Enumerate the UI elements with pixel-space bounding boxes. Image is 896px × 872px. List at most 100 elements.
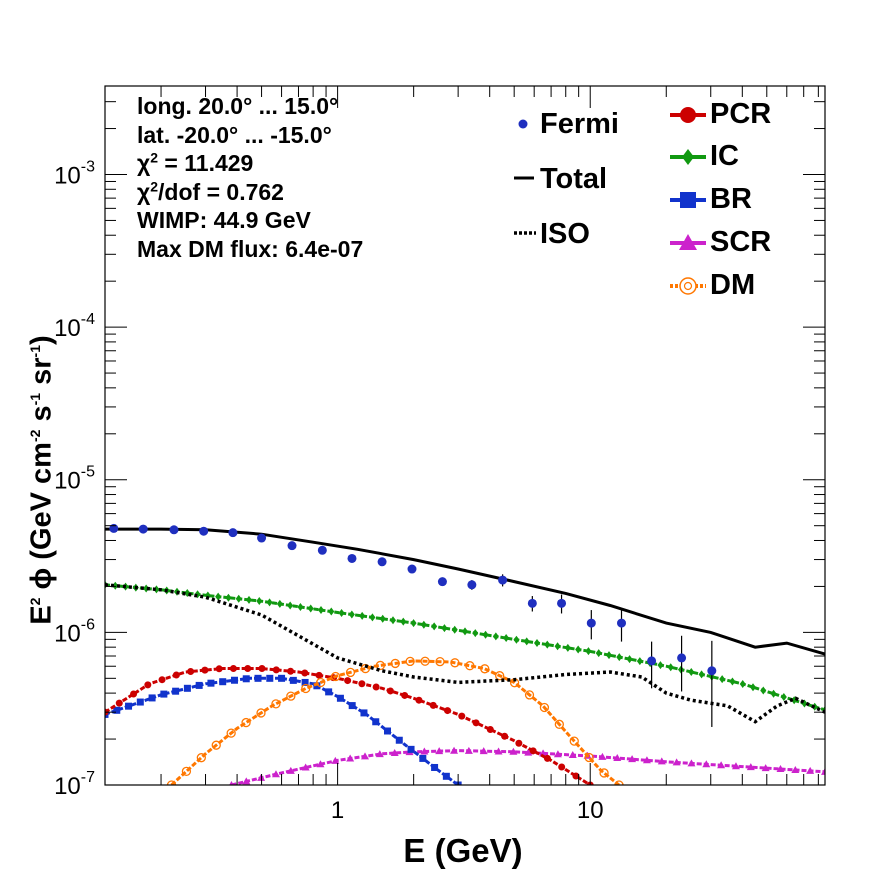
scr-point [598,752,607,760]
scr-point [717,761,726,769]
y-tick-label: 10-3 [54,158,95,189]
br-point [313,682,321,690]
scr-point [271,770,280,778]
ic-point [338,609,345,618]
br-point [125,702,133,710]
pcr-point [287,667,295,675]
br-point [148,694,156,702]
ic-point [688,668,695,677]
legend-marker [680,107,696,123]
scr-point [539,749,548,757]
ic-point [554,642,561,651]
br-point [384,727,392,735]
scr-point [390,749,399,757]
dm-line [170,659,620,785]
fermi-point [467,580,477,590]
scr-point [242,777,251,785]
ic-point [729,677,736,686]
ic-point [451,625,458,634]
pcr-point [244,664,252,672]
br-point [172,687,180,695]
scr-point [361,752,370,760]
ic-line [105,583,825,712]
scr-point [761,764,770,772]
dm-point [181,766,192,776]
ic-point [534,638,540,647]
ic-point [297,602,304,611]
scr-point [420,747,429,755]
pcr-point [144,681,152,689]
scr-point [346,754,355,762]
scr-point [524,748,533,756]
fermi-point [498,575,508,585]
ic-point [390,616,396,625]
dm-point [271,699,281,709]
pcr-point [543,754,551,762]
pcr-point [558,763,566,771]
dm-point [226,728,236,738]
br-point [266,674,274,682]
legend-iso-label: ISO [540,218,590,250]
dm-point [375,660,385,671]
legend-br-label: BR [710,183,752,215]
ic-point [462,627,468,636]
ic-point [225,593,232,602]
fit-info-block: long. 20.0° ... 15.0° lat. -20.0° ... -1… [137,92,363,263]
br-point [230,676,238,684]
br-point [301,678,309,686]
chi2-line: χ2 = 11.429 [137,149,363,178]
pcr-point [458,712,466,720]
ic-point [760,686,767,695]
pcr-point [572,772,580,780]
scr-point [687,759,696,767]
dm-point [301,683,311,694]
pcr-point [201,666,209,674]
chi2dof-value: /dof = 0.762 [158,178,284,205]
ic-point [246,595,252,604]
scr-point [301,763,310,771]
scr-point [776,765,785,773]
ic-point [112,581,119,590]
pcr-point [187,668,195,676]
scr-point [316,760,325,768]
wimp-mass: WIMP: 44.9 GeV [137,207,311,233]
ic-point [595,649,602,658]
y-tick-label: 10-6 [54,616,95,647]
ic-point [616,653,623,662]
ic-point [698,670,705,679]
legend-dm-label: DM [710,269,756,301]
scr-point [568,750,577,758]
dm-point [524,690,535,700]
dm-point [256,708,266,718]
scr-point [821,767,825,775]
ic-point [564,643,571,652]
ic-point [585,647,592,656]
br-point [207,679,215,687]
dm-point [316,677,326,688]
dm-point [450,658,460,668]
dm-point [286,691,296,701]
ic-point [369,613,376,622]
legend-scr-label: SCR [710,226,772,258]
ic-point [657,661,664,670]
dm-point [241,717,251,728]
ic-point [318,606,324,615]
scr-point [494,747,503,755]
ic-point [359,611,366,620]
br-point [254,674,262,682]
dm-point [390,658,400,669]
legend-pcr-label: PCR [710,98,772,130]
legend-marker [679,234,697,250]
scr-point [672,758,681,766]
pcr-point [529,747,537,755]
scr-point [746,763,755,771]
br-point [136,698,144,706]
pcr-point [315,671,323,679]
scr-point [791,765,800,773]
pcr-point [401,691,409,699]
ic-point [348,610,355,619]
dm-point [495,671,505,681]
br-point [419,754,427,762]
pcr-point [158,676,166,684]
